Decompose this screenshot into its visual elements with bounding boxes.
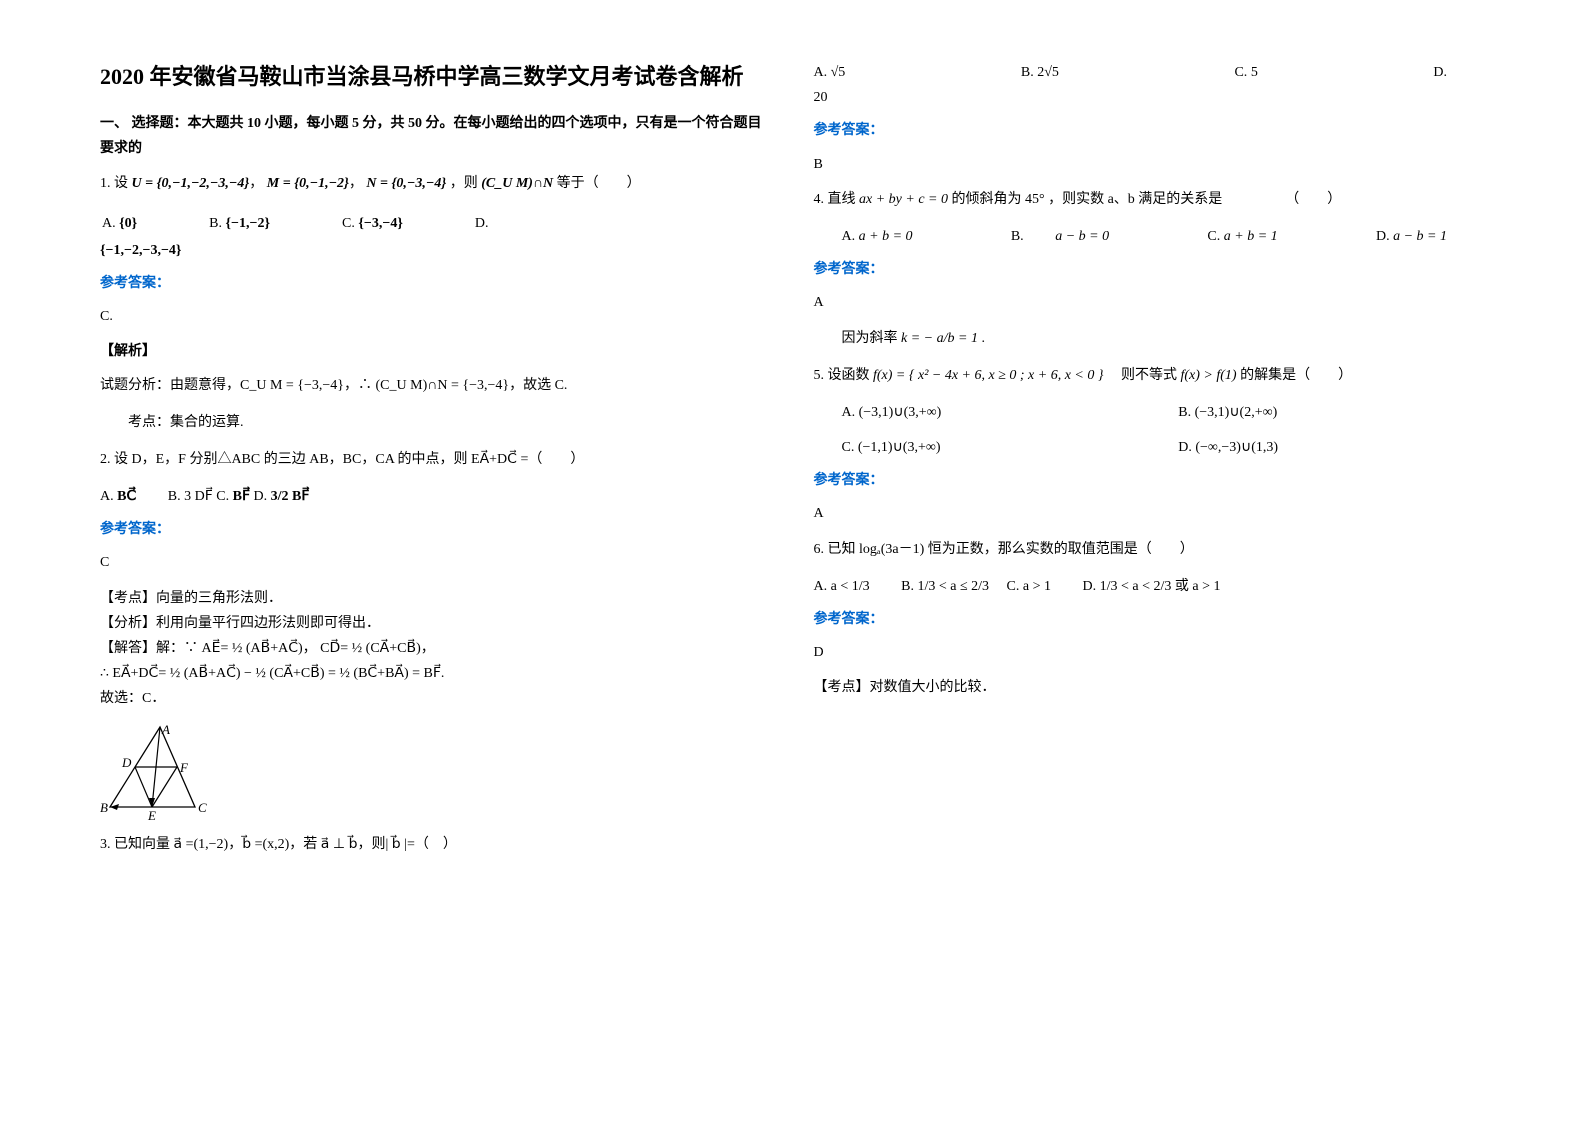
q3-optB: B. 2√5 <box>1021 60 1059 85</box>
question-2: 2. 设 D，E，F 分别△ABC 的三边 AB，BC，CA 的中点，则 EA⃗… <box>100 447 774 472</box>
q1-optB: B. {−1,−2} <box>209 211 340 236</box>
q2-optA: A. BC⃗ <box>100 489 136 504</box>
q1-options: A. {0} B. {−1,−2} C. {−3,−4} D. {−1,−2,−… <box>100 209 774 263</box>
q5-optB: B. (−3,1)∪(2,+∞) <box>1150 400 1487 425</box>
q3-stem: 3. 已知向量 a⃗ =(1,−2)，b⃗ =(x,2)，若 a⃗ ⊥ b⃗，则… <box>100 837 457 852</box>
q6-optC: C. a > 1 <box>1007 579 1051 594</box>
q1-optD-text: {−1,−2,−3,−4} <box>100 238 774 263</box>
q1-optC: C. {−3,−4} <box>342 211 473 236</box>
right-column: A. √5 B. 2√5 C. 5 D. 20 参考答案： B 4. 直线 ax… <box>794 60 1508 1062</box>
q3-optD: D. <box>1433 60 1447 85</box>
q6-optD: D. 1/3 < a < 2/3 或 a > 1 <box>1083 579 1221 594</box>
q1-point: 考点：集合的运算. <box>100 410 774 435</box>
q3-optC: C. 5 <box>1234 60 1257 85</box>
diagram-label-D: D <box>121 755 132 770</box>
q4-optB: B. a − b = 0 <box>983 224 1109 249</box>
q2-optD: D. 3/2 BF⃗ <box>254 489 310 504</box>
q1-optA: A. {0} <box>102 211 207 236</box>
q1-set-n: N = {0,−3,−4} <box>366 176 446 191</box>
q3-answer: B <box>814 152 1488 177</box>
q3-answer-label: 参考答案： <box>814 118 1488 143</box>
q1-tail: 等于（ ） <box>557 176 641 191</box>
q3-optA: A. √5 <box>814 60 846 85</box>
question-6: 6. 已知 logₐ(3a－1) 恒为正数，那么实数的取值范围是（ ） <box>814 537 1488 562</box>
q6-optA: A. a < 1/3 <box>814 579 870 594</box>
q1-answer: C. <box>100 304 774 329</box>
q5-optionsCD: C. (−1,1)∪(3,+∞) D. (−∞,−3)∪(1,3) <box>814 435 1488 460</box>
q2-options: A. BC⃗ B. 3 DF⃗ C. BF⃗ D. 3/2 BF⃗ <box>100 484 774 509</box>
q6-point: 【考点】对数值大小的比较． <box>814 675 1488 700</box>
q4-options: A. a + b = 0 B. a − b = 0 C. a + b = 1 D… <box>814 224 1488 249</box>
diagram-label-A: A <box>161 722 170 737</box>
q2-answer: C <box>100 550 774 575</box>
diagram-label-F: F <box>179 760 189 775</box>
doc-title: 2020 年安徽省马鞍山市当涂县马桥中学高三数学文月考试卷含解析 <box>100 60 774 93</box>
q1-expr: (C_U M)∩N <box>481 176 553 191</box>
q6-answer-label: 参考答案： <box>814 607 1488 632</box>
q6-answer: D <box>814 640 1488 665</box>
q1-tail-pre: ，则 <box>450 176 478 191</box>
q5-optionsAB: A. (−3,1)∪(3,+∞) B. (−3,1)∪(2,+∞) <box>814 400 1488 425</box>
q6-stem: 6. 已知 logₐ(3a－1) 恒为正数，那么实数的取值范围是（ ） <box>814 542 1194 557</box>
triangle-diagram: A B C D E F <box>100 722 210 822</box>
q4-optC: C. a + b = 1 <box>1179 224 1277 249</box>
q2-analysis1: 【分析】利用向量平行四边形法则即可得出． <box>100 611 774 636</box>
q2-analysis3: ∴ EA⃗+DC⃗= ½ (AB⃗+AC⃗) − ½ (CA⃗+CB⃗) = ½… <box>100 661 774 686</box>
q2-point: 【考点】向量的三角形法则． <box>100 586 774 611</box>
q1-optD: D. <box>475 211 559 236</box>
q4-optD: D. a − b = 1 <box>1348 224 1447 249</box>
q1-stem-pre: 1. 设 <box>100 176 128 191</box>
q1-answer-label: 参考答案： <box>100 271 774 296</box>
q3-optD-text: 20 <box>814 85 1488 110</box>
q5-optD: D. (−∞,−3)∪(1,3) <box>1150 435 1487 460</box>
q4-optA: A. a + b = 0 <box>814 224 913 249</box>
q2-analysis4: 故选：C． <box>100 686 774 711</box>
q6-optB: B. 1/3 < a ≤ 2/3 <box>901 579 989 594</box>
q2-analysis2: 【解答】解：∵ AE⃗= ½ (AB⃗+AC⃗)， CD⃗= ½ (CA⃗+CB… <box>100 636 774 661</box>
diagram-label-E: E <box>147 808 156 822</box>
diagram-label-B: B <box>100 800 108 815</box>
question-4: 4. 直线 ax + by + c = 0 的倾斜角为 45° ，则实数 a、b… <box>814 187 1488 212</box>
q4-answer-label: 参考答案： <box>814 257 1488 282</box>
q2-stem: 2. 设 D，E，F 分别△ABC 的三边 AB，BC，CA 的中点，则 EA⃗… <box>100 452 584 467</box>
question-3: 3. 已知向量 a⃗ =(1,−2)，b⃗ =(x,2)，若 a⃗ ⊥ b⃗，则… <box>100 832 774 857</box>
left-column: 2020 年安徽省马鞍山市当涂县马桥中学高三数学文月考试卷含解析 一、 选择题：… <box>80 60 794 1062</box>
q4-analysis: 因为斜率 k = − a/b = 1 . <box>814 326 1488 351</box>
question-1: 1. 设 U = {0,−1,−2,−3,−4}， M = {0,−1,−2}，… <box>100 171 774 196</box>
q6-options: A. a < 1/3 B. 1/3 < a ≤ 2/3 C. a > 1 D. … <box>814 574 1488 599</box>
q3-options: A. √5 B. 2√5 C. 5 D. <box>814 60 1488 85</box>
q5-optA: A. (−3,1)∪(3,+∞) <box>814 400 1151 425</box>
question-5: 5. 设函数 f(x) = { x² − 4x + 6, x ≥ 0 ; x +… <box>814 363 1488 388</box>
q5-optC: C. (−1,1)∪(3,+∞) <box>814 435 1151 460</box>
q1-analysis-tag: 【解析】 <box>100 339 774 364</box>
q5-answer: A <box>814 501 1488 526</box>
q1-set-u: U = {0,−1,−2,−3,−4} <box>132 176 250 191</box>
q2-optB: B. 3 DF⃗ <box>168 489 213 504</box>
section-1-heading: 一、 选择题：本大题共 10 小题，每小题 5 分，共 50 分。在每小题给出的… <box>100 111 774 161</box>
q2-answer-label: 参考答案： <box>100 517 774 542</box>
diagram-label-C: C <box>198 800 207 815</box>
q2-optC: C. BF⃗ <box>216 489 250 504</box>
q1-analysis: 试题分析：由题意得，C_U M = {−3,−4}，∴ (C_U M)∩N = … <box>100 373 774 398</box>
q1-set-m: M = {0,−1,−2} <box>267 176 349 191</box>
q4-answer: A <box>814 290 1488 315</box>
q5-answer-label: 参考答案： <box>814 468 1488 493</box>
